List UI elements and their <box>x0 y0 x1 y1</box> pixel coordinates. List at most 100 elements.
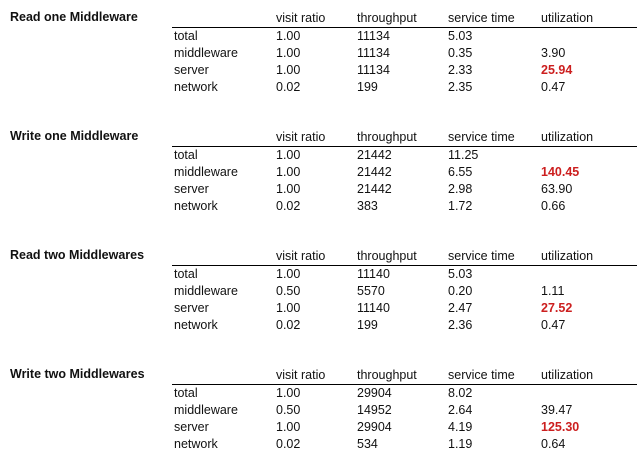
visit-ratio-cell: 0.02 <box>276 318 301 332</box>
table-row: middleware 1.00 11134 0.35 3.90 <box>172 45 637 62</box>
table-row: total 1.00 11140 5.03 <box>172 266 637 283</box>
utilization-cell: 39.47 <box>541 403 573 417</box>
service-time-cell: 4.19 <box>448 420 473 434</box>
row-name: server <box>174 63 209 77</box>
table-header: visit ratio throughput service time util… <box>172 248 637 266</box>
header-throughput: throughput <box>357 11 417 25</box>
table-row: server 1.00 11140 2.47 27.52 <box>172 300 637 317</box>
service-time-cell: 1.72 <box>448 199 473 213</box>
service-time-cell: 2.36 <box>448 318 473 332</box>
header-service-time: service time <box>448 249 515 263</box>
table-header: visit ratio throughput service time util… <box>172 10 637 28</box>
throughput-cell: 21442 <box>357 165 392 179</box>
row-name: server <box>174 182 209 196</box>
header-utilization: utilization <box>541 368 594 382</box>
service-time-cell: 11.25 <box>448 148 479 162</box>
service-time-cell: 2.98 <box>448 182 473 196</box>
table-header: visit ratio throughput service time util… <box>172 367 637 385</box>
visit-ratio-cell: 0.02 <box>276 80 301 94</box>
row-name: total <box>174 267 198 281</box>
utilization-cell: 63.90 <box>541 182 573 196</box>
throughput-cell: 21442 <box>357 148 392 162</box>
table-row: middleware 0.50 5570 0.20 1.11 <box>172 283 637 300</box>
table-row: total 1.00 29904 8.02 <box>172 385 637 402</box>
visit-ratio-cell: 1.00 <box>276 301 301 315</box>
section-title: Read one Middleware <box>10 10 138 24</box>
utilization-cell: 0.47 <box>541 318 566 332</box>
visit-ratio-cell: 1.00 <box>276 46 301 60</box>
header-utilization: utilization <box>541 130 594 144</box>
section-title: Read two Middlewares <box>10 248 145 262</box>
throughput-cell: 11140 <box>357 267 390 281</box>
visit-ratio-cell: 1.00 <box>276 148 301 162</box>
throughput-cell: 29904 <box>357 420 392 434</box>
row-name: network <box>174 437 218 451</box>
visit-ratio-cell: 0.50 <box>276 403 301 417</box>
header-throughput: throughput <box>357 249 417 263</box>
row-name: server <box>174 301 209 315</box>
utilization-cell: 0.66 <box>541 199 566 213</box>
visit-ratio-cell: 0.02 <box>276 437 301 451</box>
row-name: total <box>174 386 198 400</box>
throughput-cell: 21442 <box>357 182 392 196</box>
utilization-cell-highlighted: 25.94 <box>541 63 573 77</box>
row-name: server <box>174 420 209 434</box>
header-utilization: utilization <box>541 249 594 263</box>
header-utilization: utilization <box>541 11 594 25</box>
utilization-cell-highlighted: 140.45 <box>541 165 580 179</box>
visit-ratio-cell: 0.50 <box>276 284 301 298</box>
visit-ratio-cell: 1.00 <box>276 386 301 400</box>
service-time-cell: 0.20 <box>448 284 473 298</box>
throughput-cell: 14952 <box>357 403 392 417</box>
table-header: visit ratio throughput service time util… <box>172 129 637 147</box>
visit-ratio-cell: 1.00 <box>276 29 301 43</box>
row-name: middleware <box>174 165 238 179</box>
service-time-cell: 5.03 <box>448 29 473 43</box>
row-name: network <box>174 318 218 332</box>
service-time-cell: 0.35 <box>448 46 473 60</box>
table-row: network 0.02 199 2.36 0.47 <box>172 317 637 334</box>
service-time-cell: 5.03 <box>448 267 473 281</box>
table-row: network 0.02 534 1.19 0.64 <box>172 436 637 453</box>
row-name: middleware <box>174 403 238 417</box>
header-visit-ratio: visit ratio <box>276 368 326 382</box>
service-time-cell: 2.33 <box>448 63 473 77</box>
service-time-cell: 2.47 <box>448 301 473 315</box>
service-time-cell: 2.64 <box>448 403 473 417</box>
throughput-cell: 11134 <box>357 63 390 77</box>
table-row: server 1.00 11134 2.33 25.94 <box>172 62 637 79</box>
utilization-cell: 3.90 <box>541 46 566 60</box>
throughput-cell: 11134 <box>357 46 390 60</box>
table-row: server 1.00 29904 4.19 125.30 <box>172 419 637 436</box>
metrics-table: visit ratio throughput service time util… <box>172 367 637 453</box>
header-throughput: throughput <box>357 368 417 382</box>
header-visit-ratio: visit ratio <box>276 130 326 144</box>
table-row: middleware 0.50 14952 2.64 39.47 <box>172 402 637 419</box>
utilization-cell-highlighted: 125.30 <box>541 420 580 434</box>
service-time-cell: 6.55 <box>448 165 473 179</box>
table-row: network 0.02 199 2.35 0.47 <box>172 79 637 96</box>
utilization-cell-highlighted: 27.52 <box>541 301 573 315</box>
visit-ratio-cell: 1.00 <box>276 182 301 196</box>
metrics-table: visit ratio throughput service time util… <box>172 248 637 334</box>
header-service-time: service time <box>448 130 515 144</box>
service-time-cell: 8.02 <box>448 386 473 400</box>
header-service-time: service time <box>448 11 515 25</box>
throughput-cell: 534 <box>357 437 378 451</box>
section-title: Write two Middlewares <box>10 367 145 381</box>
table-row: network 0.02 383 1.72 0.66 <box>172 198 637 215</box>
metrics-table: visit ratio throughput service time util… <box>172 10 637 96</box>
utilization-cell: 0.64 <box>541 437 566 451</box>
throughput-cell: 11140 <box>357 301 390 315</box>
section-read-one-middleware: Read one Middleware visit ratio throughp… <box>0 0 639 100</box>
utilization-cell: 1.11 <box>541 284 565 298</box>
table-row: total 1.00 11134 5.03 <box>172 28 637 45</box>
visit-ratio-cell: 1.00 <box>276 267 301 281</box>
row-name: middleware <box>174 284 238 298</box>
visit-ratio-cell: 1.00 <box>276 165 301 179</box>
utilization-cell: 0.47 <box>541 80 566 94</box>
metrics-table: visit ratio throughput service time util… <box>172 129 637 215</box>
throughput-cell: 199 <box>357 80 378 94</box>
visit-ratio-cell: 0.02 <box>276 199 301 213</box>
section-title: Write one Middleware <box>10 129 139 143</box>
